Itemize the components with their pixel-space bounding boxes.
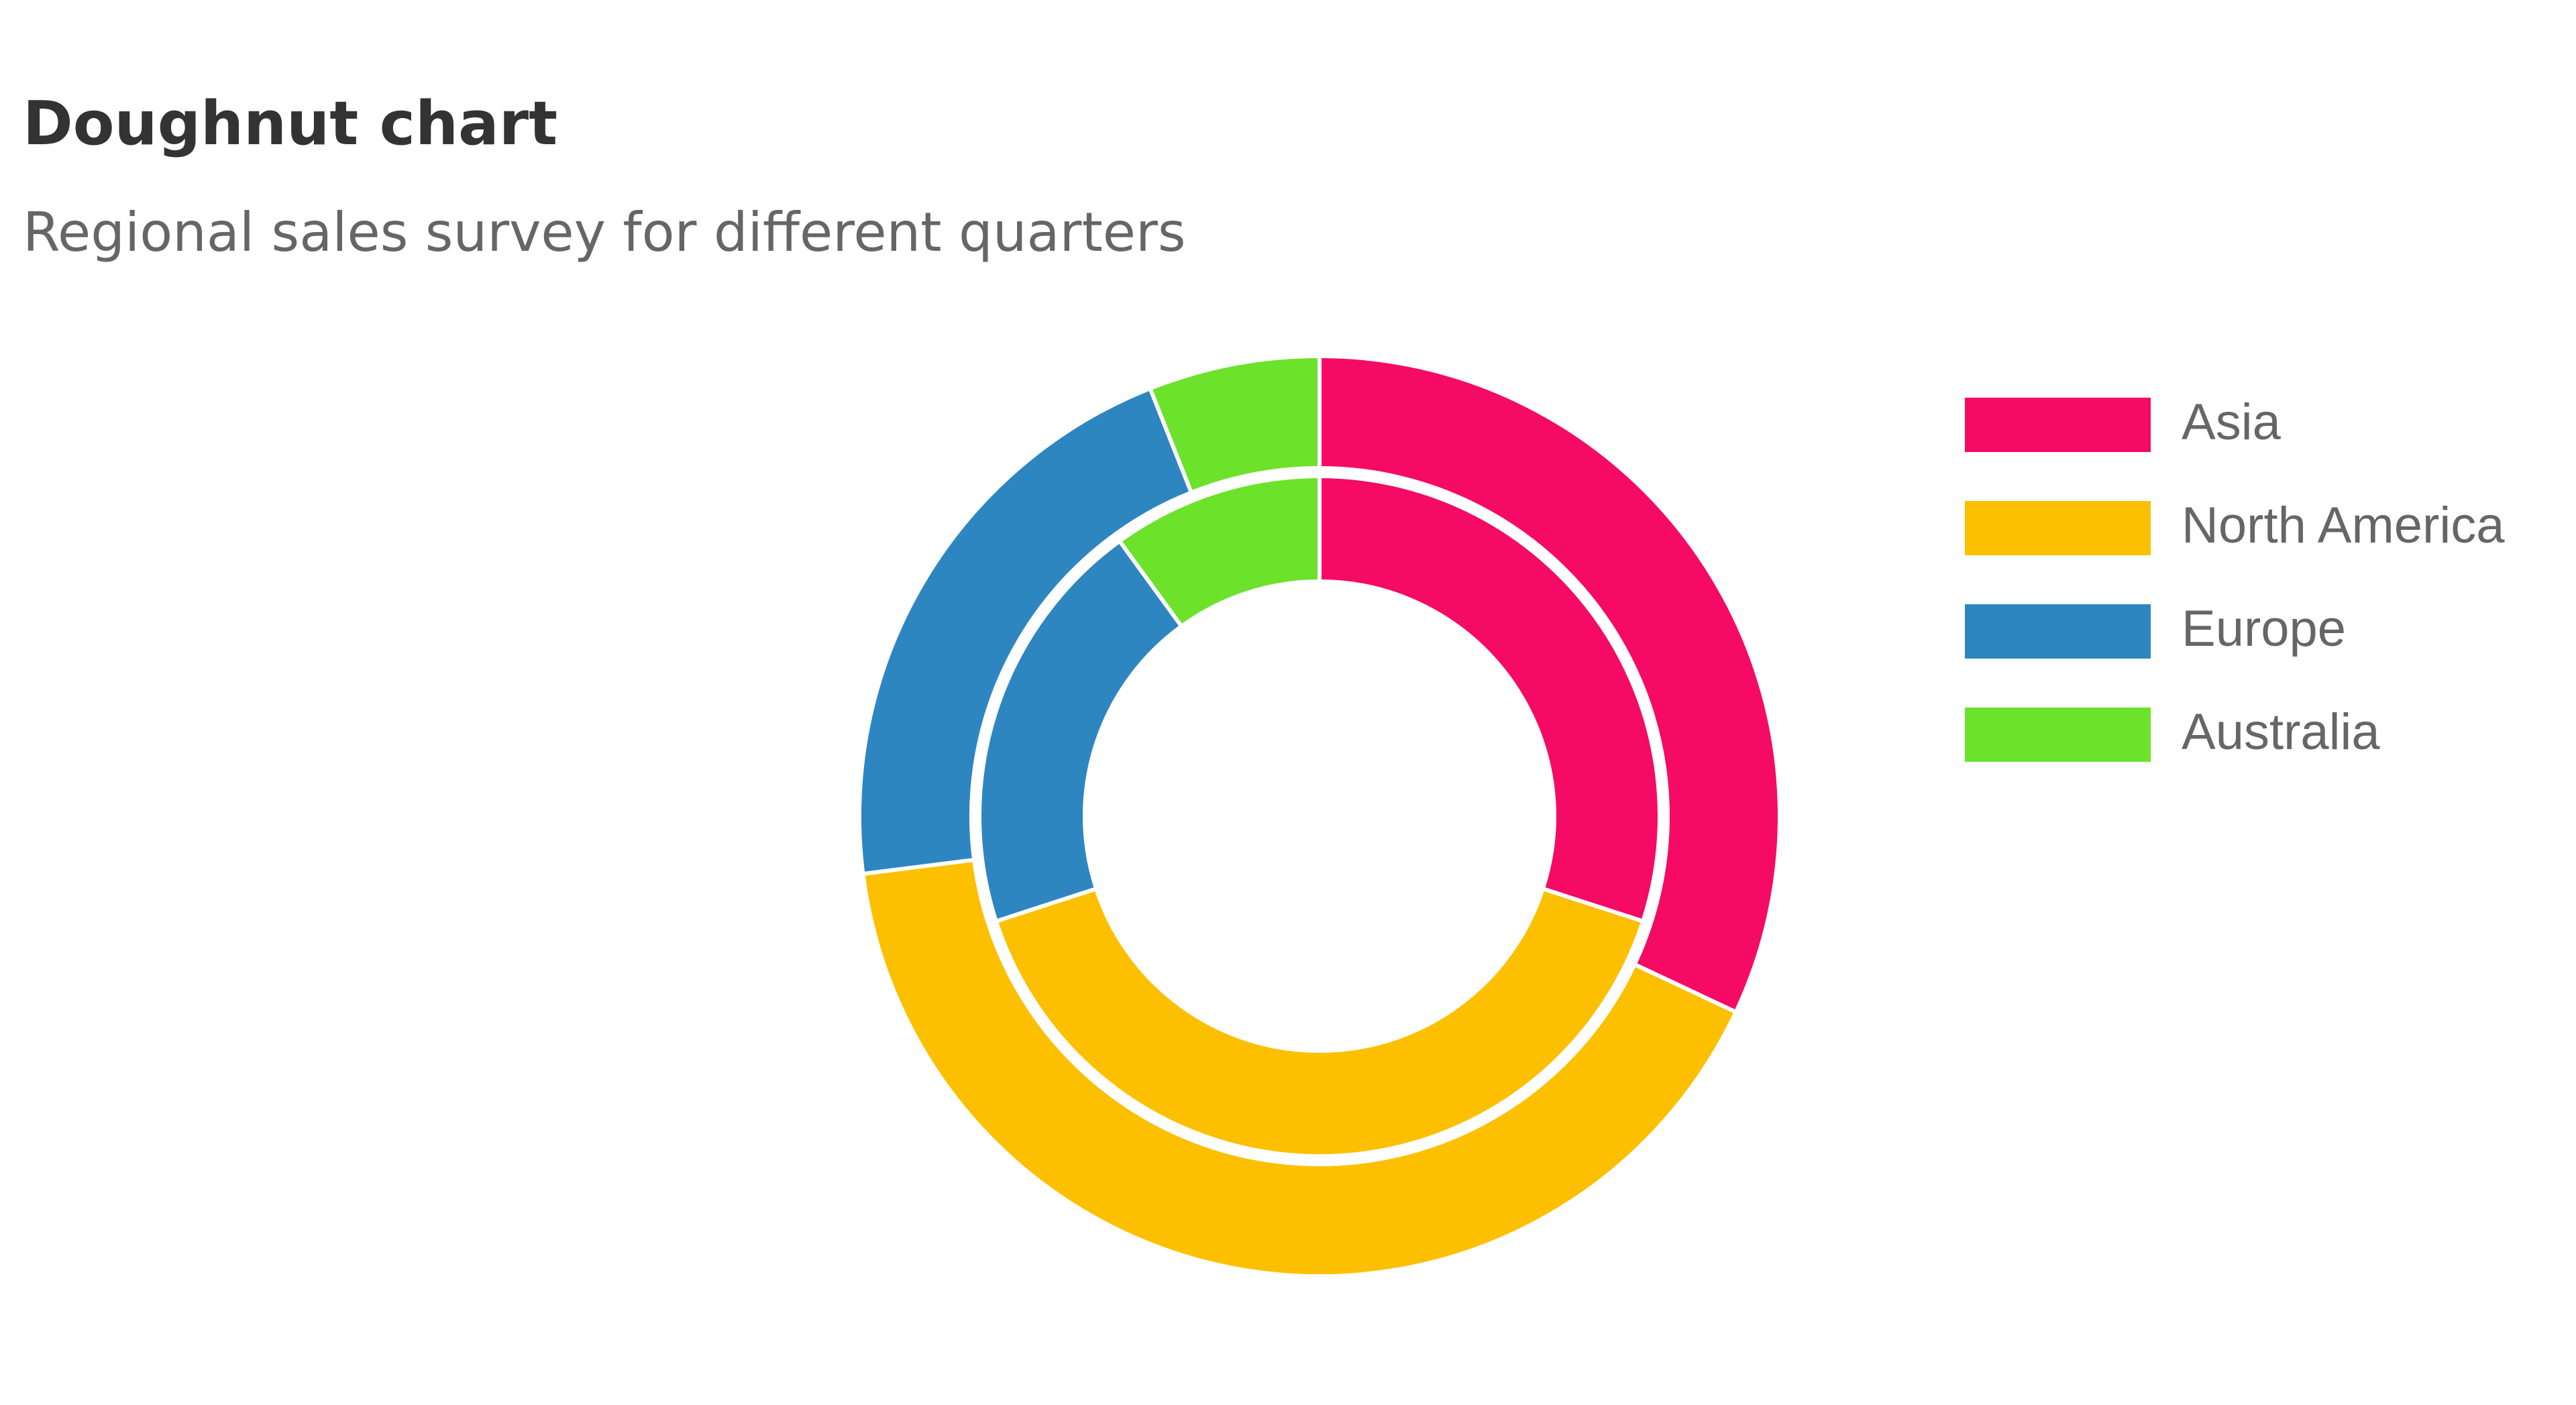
doughnut-segment [857, 386, 1194, 877]
chart-subtitle: Regional sales survey for different quar… [23, 201, 1186, 264]
doughnut-segment [994, 886, 1646, 1159]
legend-swatch [1965, 708, 2151, 762]
legend-swatch [1965, 501, 2151, 555]
doughnut-segment [1116, 473, 1322, 630]
doughnut-segment [1147, 353, 1322, 496]
legend-label: Europe [2182, 600, 2346, 657]
doughnut-segment [861, 857, 1739, 1278]
doughnut-segment [1318, 353, 1782, 1015]
doughnut-segment [977, 538, 1185, 924]
chart-title: Doughnut chart [23, 89, 557, 159]
legend-label: North America [2182, 497, 2505, 554]
legend-label: Australia [2182, 704, 2380, 761]
legend-swatch [1965, 604, 2151, 659]
doughnut-segment [1318, 473, 1662, 924]
legend-label: Asia [2182, 394, 2282, 451]
legend-swatch [1965, 398, 2151, 452]
